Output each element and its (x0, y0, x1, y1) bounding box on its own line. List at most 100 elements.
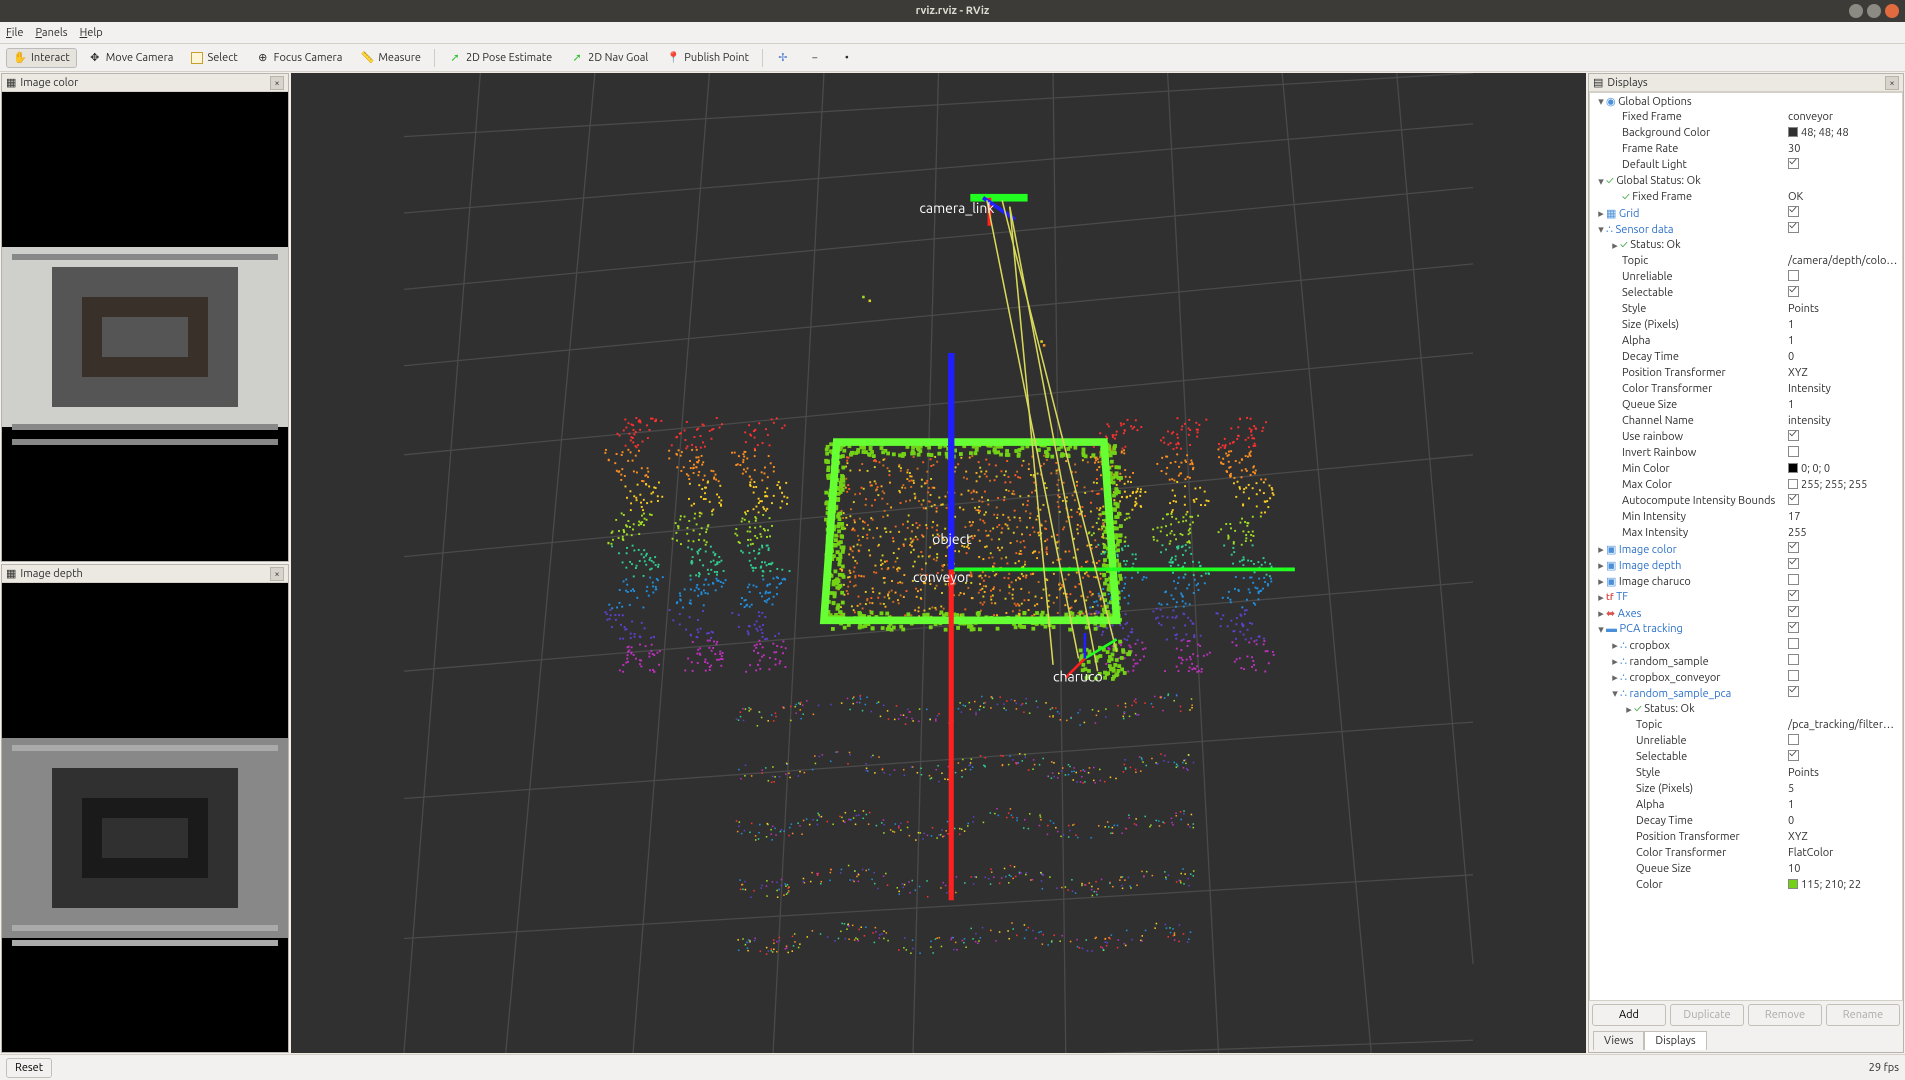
tree-row[interactable]: Decay Time0 (1590, 813, 1902, 829)
tree-row[interactable]: Min Intensity17 (1590, 509, 1902, 525)
tool-minus-button[interactable]: − (801, 48, 829, 68)
close-icon[interactable] (1885, 4, 1899, 18)
tree-row[interactable]: ▸▦ Grid (1590, 205, 1902, 221)
rename-button[interactable]: Rename (1826, 1004, 1900, 1026)
tree-row[interactable]: Alpha1 (1590, 797, 1902, 813)
tree-row[interactable]: ▾∴ Sensor data (1590, 221, 1902, 237)
tree-row[interactable]: ✓ Fixed FrameOK (1590, 189, 1902, 205)
tree-row[interactable]: Color TransformerFlatColor (1590, 845, 1902, 861)
menu-help[interactable]: Help (80, 27, 103, 39)
maximize-icon[interactable] (1867, 4, 1881, 18)
tree-row[interactable]: Topic/camera/depth/color/p... (1590, 253, 1902, 269)
select-button[interactable]: Select (184, 49, 244, 67)
tree-row[interactable]: Color TransformerIntensity (1590, 381, 1902, 397)
tree-row[interactable]: Autocompute Intensity Bounds (1590, 493, 1902, 509)
tree-row[interactable]: StylePoints (1590, 765, 1902, 781)
tree-row[interactable]: ▸⬌ Axes (1590, 605, 1902, 621)
image-depth-title: Image depth (20, 568, 82, 580)
tree-row[interactable]: Size (Pixels)1 (1590, 317, 1902, 333)
tree-row[interactable]: Invert Rainbow (1590, 445, 1902, 461)
image-icon: ▦ (6, 76, 16, 89)
tree-row[interactable]: Color115; 210; 22 (1590, 877, 1902, 893)
close-panel-icon[interactable]: × (270, 76, 284, 90)
tree-row[interactable]: ▾◉ Global Options (1590, 93, 1902, 109)
tree-row[interactable]: Frame Rate30 (1590, 141, 1902, 157)
tool-dot-button[interactable]: • (833, 48, 861, 68)
tree-row[interactable]: Max Intensity255 (1590, 525, 1902, 541)
nav-goal-label: 2D Nav Goal (588, 52, 648, 64)
move-camera-label: Move Camera (106, 52, 174, 64)
menu-panels[interactable]: Panels (35, 27, 67, 39)
minimize-icon[interactable] (1849, 4, 1863, 18)
publish-point-label: Publish Point (684, 52, 749, 64)
add-button[interactable]: Add (1592, 1004, 1666, 1026)
tool-plus-button[interactable]: ✢ (769, 48, 797, 68)
image-color-title: Image color (20, 77, 78, 89)
reset-button[interactable]: Reset (6, 1058, 52, 1078)
tree-row[interactable]: ▸▣ Image depth (1590, 557, 1902, 573)
tree-row[interactable]: Topic/pca_tracking/filtered_... (1590, 717, 1902, 733)
3d-viewport[interactable]: camera_link object conveyor charuco (291, 73, 1586, 1053)
tree-row[interactable]: Queue Size1 (1590, 397, 1902, 413)
move-camera-button[interactable]: ✥ Move Camera (81, 48, 181, 68)
image-icon: ▦ (6, 567, 16, 580)
publish-point-button[interactable]: 📍 Publish Point (659, 48, 756, 68)
tree-row[interactable]: Default Light (1590, 157, 1902, 173)
conveyor-label: conveyor (913, 569, 971, 585)
tree-row[interactable]: Position TransformerXYZ (1590, 829, 1902, 845)
tree-row[interactable]: Channel Nameintensity (1590, 413, 1902, 429)
arrow-green-icon: ➚ (570, 51, 584, 65)
dot-icon: • (840, 51, 854, 65)
pin-icon: 📍 (666, 51, 680, 65)
tab-displays[interactable]: Displays (1644, 1031, 1706, 1050)
select-label: Select (207, 52, 237, 64)
tree-row[interactable]: Min Color0; 0; 0 (1590, 461, 1902, 477)
interact-button[interactable]: ✋ Interact (6, 48, 77, 68)
tree-row[interactable]: ▸∴ cropbox (1590, 637, 1902, 653)
tree-row[interactable]: Fixed Frameconveyor (1590, 109, 1902, 125)
tree-row[interactable]: Alpha1 (1590, 333, 1902, 349)
tree-row[interactable]: ▸✓ Status: Ok (1590, 701, 1902, 717)
arrow-green-icon: ➚ (448, 51, 462, 65)
tree-row[interactable]: ▸✓ Status: Ok (1590, 237, 1902, 253)
tree-row[interactable]: Unreliable (1590, 733, 1902, 749)
tree-row[interactable]: Queue Size10 (1590, 861, 1902, 877)
statusbar: Reset 29 fps (0, 1054, 1905, 1080)
tree-row[interactable]: ▾∴ random_sample_pca (1590, 685, 1902, 701)
tree-row[interactable]: ▸tf TF (1590, 589, 1902, 605)
tree-row[interactable]: Selectable (1590, 749, 1902, 765)
tree-row[interactable]: ▾▬ PCA tracking (1590, 621, 1902, 637)
tree-row[interactable]: Position TransformerXYZ (1590, 365, 1902, 381)
close-panel-icon[interactable]: × (1885, 76, 1899, 90)
menu-file[interactable]: File (6, 27, 23, 39)
tree-row[interactable]: ▸∴ cropbox_conveyor (1590, 669, 1902, 685)
image-color-panel-header[interactable]: ▦ Image color × (2, 74, 288, 92)
displays-panel-header[interactable]: ▤ Displays × (1589, 74, 1903, 92)
duplicate-button[interactable]: Duplicate (1670, 1004, 1744, 1026)
tree-row[interactable]: ▸▣ Image charuco (1590, 573, 1902, 589)
displays-title: Displays (1607, 77, 1647, 89)
focus-camera-button[interactable]: ⊕ Focus Camera (249, 48, 350, 68)
tree-row[interactable]: ▸▣ Image color (1590, 541, 1902, 557)
tree-row[interactable]: ▸∴ random_sample (1590, 653, 1902, 669)
tree-row[interactable]: Background Color48; 48; 48 (1590, 125, 1902, 141)
toolbar: ✋ Interact ✥ Move Camera Select ⊕ Focus … (0, 44, 1905, 72)
tab-views[interactable]: Views (1593, 1031, 1644, 1050)
tree-row[interactable]: Selectable (1590, 285, 1902, 301)
tree-row[interactable]: Max Color255; 255; 255 (1590, 477, 1902, 493)
image-depth-panel-header[interactable]: ▦ Image depth × (2, 565, 288, 583)
tree-row[interactable]: StylePoints (1590, 301, 1902, 317)
measure-button[interactable]: 📏 Measure (353, 48, 428, 68)
window-titlebar: rviz.rviz - RViz (0, 0, 1905, 22)
nav-goal-button[interactable]: ➚ 2D Nav Goal (563, 48, 655, 68)
pose-estimate-button[interactable]: ➚ 2D Pose Estimate (441, 48, 559, 68)
close-panel-icon[interactable]: × (270, 567, 284, 581)
tree-row[interactable]: ▾✓ Global Status: Ok (1590, 173, 1902, 189)
tree-row[interactable]: Use rainbow (1590, 429, 1902, 445)
tree-row[interactable]: Decay Time0 (1590, 349, 1902, 365)
tree-row[interactable]: Size (Pixels)5 (1590, 781, 1902, 797)
remove-button[interactable]: Remove (1748, 1004, 1822, 1026)
tree-row[interactable]: Unreliable (1590, 269, 1902, 285)
displays-tree[interactable]: ▾◉ Global OptionsFixed FrameconveyorBack… (1589, 92, 1903, 1001)
image-color-view (2, 92, 288, 561)
